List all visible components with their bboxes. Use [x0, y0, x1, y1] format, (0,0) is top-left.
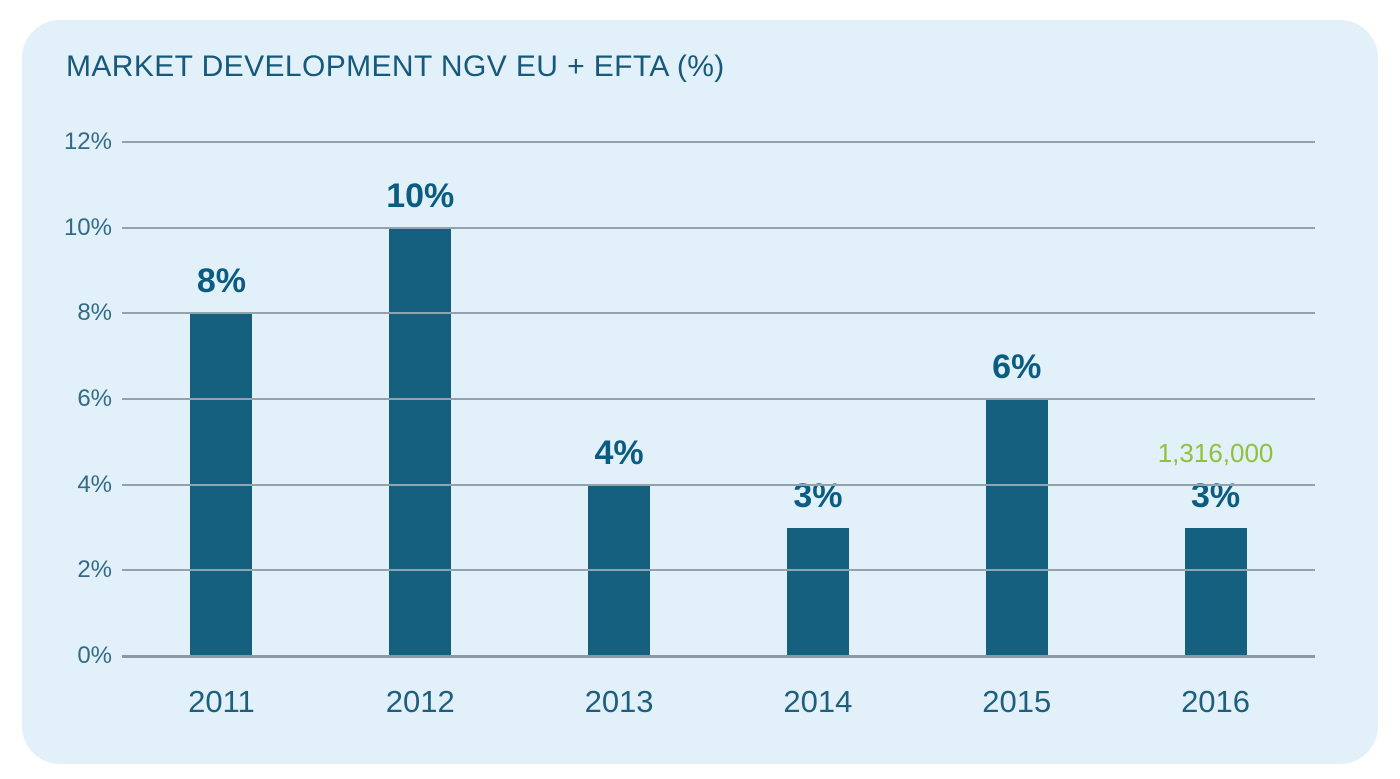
y-tick-label: 4%	[77, 470, 112, 498]
chart-title: MARKET DEVELOPMENT NGV EU + EFTA (%)	[66, 50, 725, 83]
bar-value-label: 4%	[594, 433, 644, 472]
x-axis: 2011 2012 2013 2014 2015 2016	[122, 686, 1315, 717]
x-tick-label: 2016	[1181, 684, 1251, 719]
y-tick-label: 8%	[77, 299, 112, 327]
bar	[786, 527, 849, 656]
bar-column: 10%	[321, 142, 520, 656]
gridline	[122, 483, 1315, 486]
x-tick-label: 2011	[188, 684, 255, 719]
gridline	[122, 569, 1315, 572]
x-tick-label: 2014	[783, 684, 853, 719]
x-tick-label: 2015	[982, 684, 1052, 719]
y-tick-label: 12%	[63, 128, 112, 155]
bar-column: 1,316,000 3%	[1116, 142, 1315, 656]
bar-column: 6%	[917, 142, 1116, 656]
y-tick-label: 6%	[77, 385, 112, 412]
gridline	[122, 312, 1315, 315]
chart-card: MARKET DEVELOPMENT NGV EU + EFTA (%) 0% 2…	[22, 20, 1378, 764]
bar-value-label: 6%	[992, 348, 1042, 386]
bar-value-label: 10%	[386, 176, 455, 215]
y-tick-label: 10%	[63, 213, 112, 241]
x-tick-label: 2012	[385, 684, 455, 719]
gridline	[122, 226, 1315, 229]
y-tick-label: 2%	[77, 556, 112, 584]
plot-area: 8% 10% 4% 3% 6% 1,316,000 3%	[122, 141, 1315, 658]
y-tick-label: 0%	[77, 642, 112, 669]
bar-annotation: 1,316,000	[1157, 437, 1274, 468]
gridline	[122, 398, 1315, 400]
bar	[389, 227, 452, 656]
x-tick-label: 2013	[584, 684, 654, 719]
bar-value-label: 8%	[196, 262, 246, 301]
gridline	[122, 655, 1315, 658]
bar	[985, 399, 1048, 656]
y-axis: 0% 2% 4% 6% 8% 10% 12%	[40, 130, 112, 668]
bar	[1184, 527, 1247, 656]
gridline	[122, 141, 1315, 143]
